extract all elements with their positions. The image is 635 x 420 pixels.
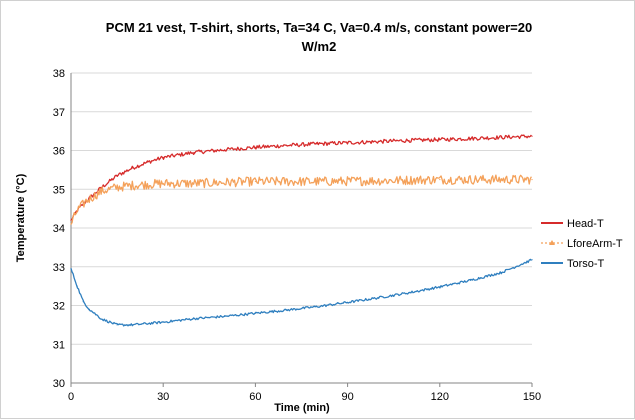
x-axis-title: Time (min): [274, 402, 330, 414]
x-tick-label: 90: [341, 391, 353, 403]
data-point-torso-t: [70, 268, 72, 270]
legend-label-torso-t: Torso-T: [567, 258, 605, 270]
series-lines: [70, 134, 533, 327]
data-point-torso-t: [500, 271, 502, 274]
x-tick-label: 30: [157, 391, 169, 403]
data-point-lforearm-t: [377, 180, 379, 182]
data-point-torso-t: [531, 259, 533, 261]
series-line-head-t: [70, 134, 532, 221]
data-point-torso-t: [469, 279, 472, 281]
data-point-torso-t: [101, 318, 103, 320]
series-line-torso-t: [70, 258, 532, 327]
y-tick-label: 36: [53, 146, 65, 158]
data-point-head-t: [147, 161, 149, 163]
data-point-head-t: [347, 142, 349, 144]
y-tick-label: 32: [53, 301, 65, 313]
data-point-head-t: [500, 136, 502, 138]
legend: Head-T LforeArm-T Torso-T: [541, 218, 623, 270]
data-point-torso-t: [224, 315, 226, 317]
data-point-torso-t: [439, 286, 441, 288]
series-line-lforearm-t: [70, 174, 532, 225]
gridlines: [71, 72, 532, 384]
data-point-torso-t: [285, 309, 287, 311]
chart-title-line-2: W/m2: [302, 39, 337, 54]
data-point-torso-t: [254, 312, 256, 314]
data-point-torso-t: [408, 292, 410, 294]
data-point-torso-t: [76, 285, 78, 287]
y-tick-label: 31: [53, 339, 65, 351]
data-point-head-t: [285, 144, 287, 147]
data-point-torso-t: [82, 301, 84, 303]
data-point-head-t: [131, 167, 134, 169]
chart-title-line-1: PCM 21 vest, T-shirt, shorts, Ta=34 C, V…: [106, 20, 532, 35]
legend-label-lforearm-t: LforeArm-T: [567, 238, 623, 250]
data-point-head-t: [377, 140, 379, 143]
data-point-torso-t: [131, 324, 134, 326]
data-point-lforearm-t: [116, 186, 118, 188]
data-point-torso-t: [162, 321, 164, 323]
data-point-lforearm-t: [101, 190, 103, 192]
x-tick-label: 150: [523, 391, 541, 403]
data-point-torso-t: [88, 308, 91, 310]
y-tick-label: 37: [53, 107, 65, 119]
data-point-lforearm-t: [85, 200, 87, 202]
data-point-lforearm-t: [162, 182, 164, 185]
data-point-lforearm-t: [316, 180, 318, 183]
x-tick-label: 0: [68, 391, 74, 403]
y-tick-label: 38: [53, 68, 65, 80]
data-point-torso-t: [116, 324, 118, 326]
data-point-head-t: [254, 146, 256, 148]
data-point-head-t: [439, 139, 441, 141]
data-point-head-t: [469, 137, 472, 140]
data-point-torso-t: [316, 306, 318, 308]
data-point-head-t: [316, 143, 318, 145]
y-tick-label: 30: [53, 378, 65, 390]
data-point-head-t: [70, 219, 72, 221]
y-tick-label: 35: [53, 184, 65, 196]
data-point-torso-t: [347, 301, 349, 303]
data-point-torso-t: [193, 318, 195, 320]
x-tick-label: 60: [249, 391, 261, 403]
data-point-torso-t: [377, 297, 379, 299]
y-tick-label: 34: [53, 223, 65, 235]
legend-label-head-t: Head-T: [567, 218, 604, 230]
x-tick-label: 120: [431, 391, 449, 403]
data-point-head-t: [193, 151, 195, 154]
data-point-head-t: [162, 156, 164, 159]
data-point-head-t: [531, 135, 533, 137]
y-tick-label: 33: [53, 262, 65, 274]
data-point-lforearm-t: [76, 209, 78, 212]
data-point-head-t: [224, 149, 226, 151]
axes: [70, 73, 533, 387]
y-axis-title: Temperature (°C): [15, 173, 27, 262]
data-point-lforearm-t: [131, 184, 134, 186]
data-point-head-t: [408, 139, 410, 142]
data-point-lforearm-t: [439, 178, 441, 181]
data-point-lforearm-t: [254, 180, 256, 183]
legend-marker-lforearm-t: [549, 240, 555, 245]
data-point-lforearm-t: [70, 223, 72, 225]
data-point-lforearm-t: [531, 178, 533, 181]
data-point-head-t: [116, 175, 118, 177]
data-point-lforearm-t: [193, 182, 195, 185]
